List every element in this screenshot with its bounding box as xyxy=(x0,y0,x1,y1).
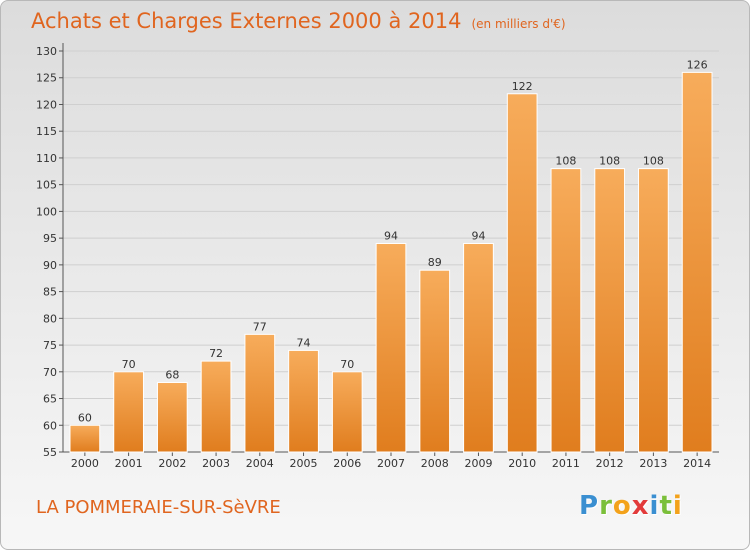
data-label: 108 xyxy=(599,155,620,168)
x-tick-label: 2007 xyxy=(377,457,405,470)
x-tick-label: 2013 xyxy=(639,457,667,470)
bar xyxy=(244,333,276,453)
data-label: 89 xyxy=(428,256,442,269)
y-tick-label: 90 xyxy=(43,259,57,272)
y-tick-label: 55 xyxy=(43,446,57,459)
chart-title: Achats et Charges Externes 2000 à 2014 (e… xyxy=(31,9,566,33)
x-tick-label: 2002 xyxy=(158,457,186,470)
y-tick-label: 110 xyxy=(36,152,57,165)
data-label: 94 xyxy=(471,229,485,242)
logo-letter: i xyxy=(672,491,683,521)
bars xyxy=(69,71,713,453)
x-tick-label: 2000 xyxy=(71,457,99,470)
bar xyxy=(375,242,407,453)
bar xyxy=(506,93,538,453)
x-tick-label: 2001 xyxy=(115,457,143,470)
bar xyxy=(419,269,451,453)
x-tick-label: 2003 xyxy=(202,457,230,470)
logo-letter: r xyxy=(599,491,613,521)
x-tick-label: 2008 xyxy=(421,457,449,470)
y-tick-label: 60 xyxy=(43,419,57,432)
y-tick-label: 85 xyxy=(43,286,57,299)
bar xyxy=(638,168,669,453)
bar xyxy=(331,371,363,453)
data-label: 68 xyxy=(165,368,179,381)
x-tick-label: 2012 xyxy=(596,457,624,470)
x-tick-label: 2004 xyxy=(246,457,274,470)
y-tick-label: 80 xyxy=(43,312,57,325)
x-tick-label: 2006 xyxy=(333,457,361,470)
data-label: 126 xyxy=(687,58,708,71)
y-tick-label: 75 xyxy=(43,339,57,352)
logo-letter: o xyxy=(612,491,632,521)
unit-text: (en milliers d'€) xyxy=(471,17,566,31)
y-tick-label: 65 xyxy=(43,393,57,406)
bar xyxy=(200,360,232,453)
bar xyxy=(550,168,582,453)
bar xyxy=(156,381,188,453)
logo-letter: x xyxy=(631,491,650,521)
y-tick-label: 125 xyxy=(36,72,57,85)
y-tick-label: 100 xyxy=(36,205,57,218)
y-tick-label: 70 xyxy=(43,366,57,379)
x-tick-label: 2011 xyxy=(552,457,580,470)
data-label: 74 xyxy=(297,336,311,349)
data-label: 60 xyxy=(78,411,92,424)
y-tick-label: 115 xyxy=(36,125,57,138)
bar xyxy=(594,168,626,453)
x-tick-label: 2005 xyxy=(290,457,318,470)
commune-name: LA POMMERAIE-SUR-SèVRE xyxy=(36,497,281,518)
title-text: Achats et Charges Externes 2000 à 2014 xyxy=(31,9,462,33)
data-label: 72 xyxy=(209,347,223,360)
y-tick-label: 95 xyxy=(43,232,57,245)
data-labels: 60 70 68 72 77 74 70 94 89 94 122 108 108 108 126 xyxy=(78,58,708,424)
y-tick-label: 130 xyxy=(36,45,57,58)
data-label: 70 xyxy=(340,358,354,371)
x-tick-label: 2014 xyxy=(683,457,711,470)
x-tick-label: 2009 xyxy=(464,457,492,470)
y-tick-label: 105 xyxy=(36,179,57,192)
data-label: 108 xyxy=(555,155,576,168)
data-label: 122 xyxy=(512,80,533,93)
data-label: 94 xyxy=(384,229,398,242)
data-label: 77 xyxy=(253,320,267,333)
proxiti-logo: Proxiti xyxy=(579,491,683,521)
data-label: 70 xyxy=(122,358,136,371)
bar xyxy=(69,424,101,453)
bar xyxy=(288,349,319,453)
bar xyxy=(463,242,494,453)
logo-letter: i xyxy=(649,491,660,521)
logo-letter: t xyxy=(659,491,673,521)
y-tick-label: 120 xyxy=(36,98,57,111)
bar xyxy=(113,371,144,453)
x-tick-label: 2010 xyxy=(508,457,536,470)
logo-letter: P xyxy=(579,491,600,521)
data-label: 108 xyxy=(643,155,664,168)
bar xyxy=(681,71,713,453)
